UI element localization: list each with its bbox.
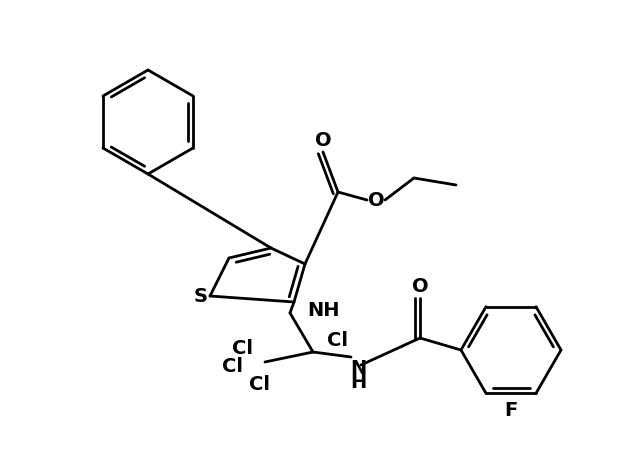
Text: O: O	[412, 277, 428, 297]
Text: Cl: Cl	[327, 331, 348, 349]
Text: Cl: Cl	[232, 339, 253, 357]
Text: Cl: Cl	[222, 357, 243, 375]
Text: H: H	[350, 373, 366, 391]
Text: NH: NH	[307, 301, 339, 320]
Text: O: O	[315, 131, 332, 151]
Text: N: N	[350, 358, 366, 377]
Text: Cl: Cl	[250, 374, 271, 393]
Text: S: S	[194, 286, 208, 306]
Text: O: O	[368, 190, 384, 210]
Text: F: F	[504, 400, 518, 420]
